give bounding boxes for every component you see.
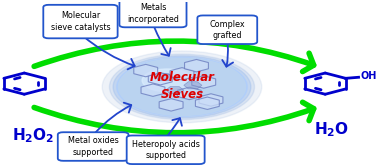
FancyBboxPatch shape	[58, 132, 129, 161]
Polygon shape	[148, 73, 172, 85]
FancyArrowPatch shape	[34, 102, 314, 133]
Polygon shape	[159, 99, 183, 111]
Text: Heteropoly acids
supported: Heteropoly acids supported	[132, 140, 200, 160]
FancyArrowPatch shape	[82, 36, 135, 69]
FancyArrowPatch shape	[222, 44, 233, 67]
Polygon shape	[170, 68, 194, 80]
FancyBboxPatch shape	[119, 0, 186, 27]
Text: OH: OH	[360, 71, 377, 82]
FancyArrowPatch shape	[95, 103, 131, 133]
FancyArrowPatch shape	[154, 27, 170, 56]
FancyArrowPatch shape	[34, 41, 314, 72]
Polygon shape	[184, 82, 202, 89]
Text: $\mathbf{H_2O}$: $\mathbf{H_2O}$	[314, 120, 349, 139]
FancyBboxPatch shape	[127, 135, 204, 164]
Circle shape	[119, 58, 245, 116]
Polygon shape	[134, 64, 158, 77]
Text: Sieves: Sieves	[160, 88, 203, 101]
Text: Molecular
sieve catalysts: Molecular sieve catalysts	[51, 11, 110, 32]
Circle shape	[113, 56, 251, 118]
FancyArrowPatch shape	[167, 118, 182, 136]
Circle shape	[110, 54, 254, 120]
Polygon shape	[192, 76, 216, 88]
FancyBboxPatch shape	[43, 5, 118, 38]
Polygon shape	[195, 97, 219, 109]
Circle shape	[117, 57, 247, 116]
FancyBboxPatch shape	[197, 15, 257, 44]
Polygon shape	[155, 74, 173, 81]
Polygon shape	[199, 94, 223, 106]
Polygon shape	[166, 87, 184, 94]
Text: Metals
incorporated: Metals incorporated	[127, 3, 179, 24]
Circle shape	[102, 51, 262, 123]
Text: $\mathbf{H_2O_2}$: $\mathbf{H_2O_2}$	[12, 126, 54, 145]
Polygon shape	[184, 59, 208, 72]
Text: Metal oxides
supported: Metal oxides supported	[68, 136, 119, 157]
Circle shape	[142, 69, 193, 92]
Polygon shape	[177, 87, 201, 100]
Text: Molecular: Molecular	[150, 71, 214, 84]
Polygon shape	[141, 84, 165, 96]
Text: Complex
grafted: Complex grafted	[209, 20, 245, 40]
